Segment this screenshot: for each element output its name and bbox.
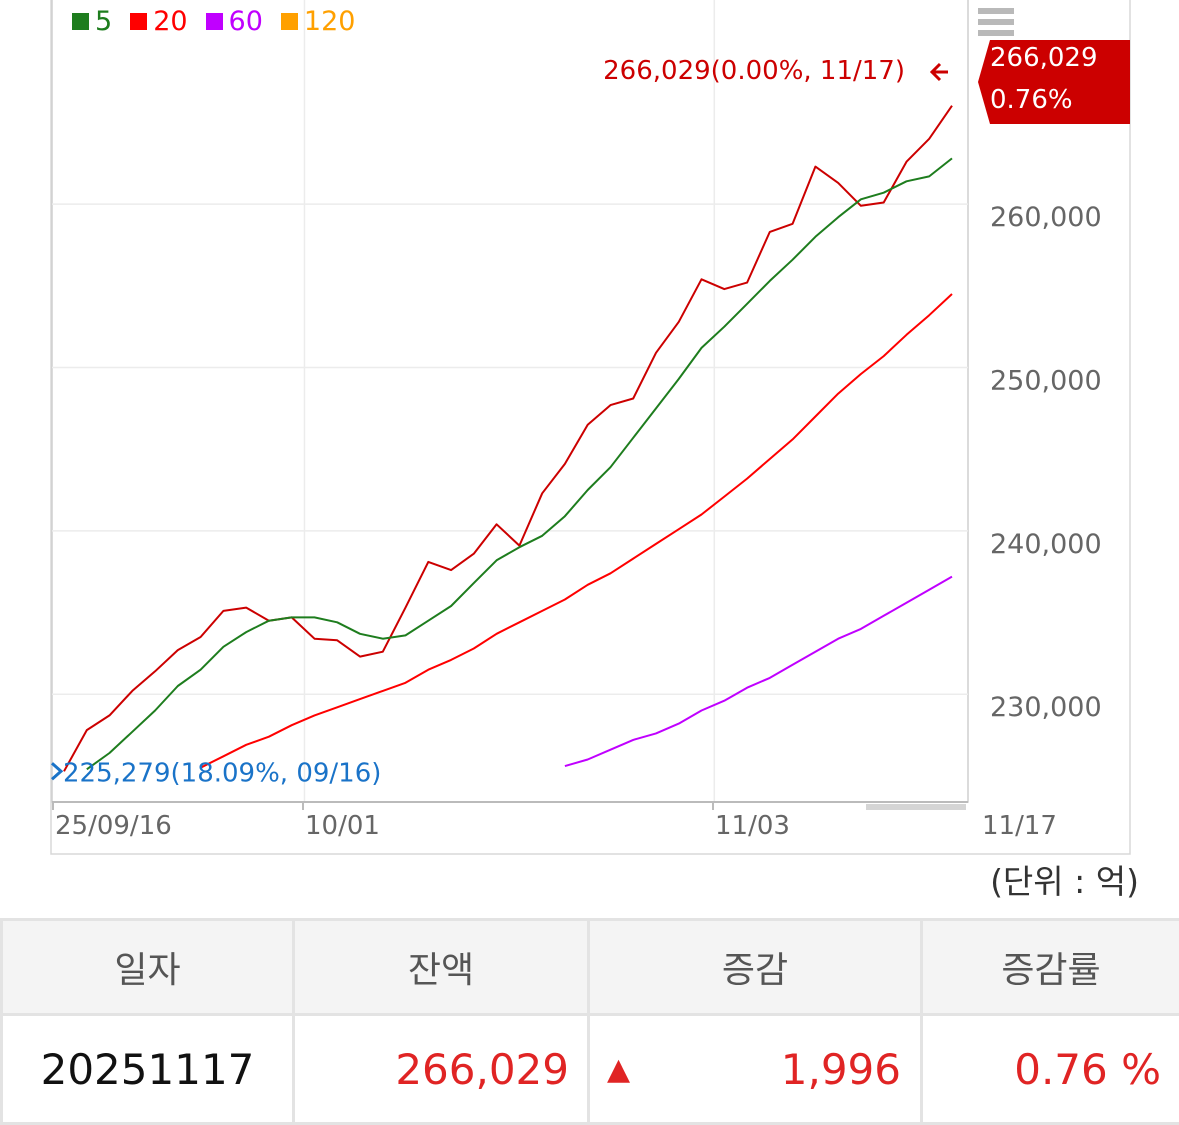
chart-area: 230,000 240,000 250,000 260,000 25/09/16 10/0…: [0, 0, 1179, 905]
legend-swatch: [206, 13, 223, 30]
legend-label: 5: [95, 6, 112, 37]
legend-swatch: [72, 13, 89, 30]
y-tick-label: 260,000: [990, 202, 1102, 233]
first-value-arrow-icon: [52, 763, 61, 779]
chart-legend: 5 20 60 120: [72, 6, 355, 37]
hamburger-menu-icon[interactable]: [978, 8, 1014, 42]
series-line-60: [565, 577, 952, 767]
legend-item-5[interactable]: 5: [72, 6, 112, 37]
unit-label: (단위 : 억): [990, 855, 1139, 903]
x-tick-label: 11/03: [715, 811, 790, 841]
first-value-annotation: 225,279(18.09%, 09/16): [63, 758, 381, 788]
y-tick-label: 230,000: [990, 692, 1102, 723]
header-balance: 잔액: [294, 920, 589, 1015]
cell-balance: 266,029: [294, 1015, 589, 1124]
y-tick-label: 240,000: [990, 529, 1102, 560]
x-tick-label: 11/17: [982, 811, 1057, 841]
legend-swatch: [130, 13, 147, 30]
cell-change-rate: 0.76 %: [922, 1015, 1179, 1124]
x-tick-label: 10/01: [305, 811, 380, 841]
legend-label: 20: [153, 6, 187, 37]
legend-label: 60: [229, 6, 263, 37]
data-table: 일자 잔액 증감 증감률 20251117 266,029 ▲ 1,996 0.…: [0, 918, 1179, 1125]
x-tick-label: 25/09/16: [55, 811, 172, 841]
legend-item-120[interactable]: 120: [281, 6, 356, 37]
legend-item-20[interactable]: 20: [130, 6, 187, 37]
cell-date: 20251117: [2, 1015, 294, 1124]
current-pct-text: 0.76%: [990, 85, 1073, 115]
header-change: 증감: [589, 920, 922, 1015]
up-arrow-icon: ▲: [591, 1052, 630, 1087]
last-value-arrow-icon: [932, 64, 948, 80]
legend-item-60[interactable]: 60: [206, 6, 263, 37]
header-change-rate: 증감률: [922, 920, 1179, 1015]
legend-label: 120: [304, 6, 356, 37]
cell-change: ▲ 1,996: [589, 1015, 922, 1124]
legend-swatch: [281, 13, 298, 30]
table-header-row: 일자 잔액 증감 증감률: [2, 920, 1179, 1015]
current-value-text: 266,029: [990, 43, 1098, 73]
change-value: 1,996: [781, 1045, 919, 1094]
line-chart: 230,000 240,000 250,000 260,000 25/09/16 10/0…: [0, 0, 1179, 905]
table-row: 20251117 266,029 ▲ 1,996 0.76 %: [2, 1015, 1179, 1124]
series-line-5: [87, 158, 952, 769]
header-date: 일자: [2, 920, 294, 1015]
last-value-annotation: 266,029(0.00%, 11/17): [603, 56, 905, 86]
navigator-scrollbar: [866, 804, 966, 810]
y-tick-label: 250,000: [990, 366, 1102, 397]
